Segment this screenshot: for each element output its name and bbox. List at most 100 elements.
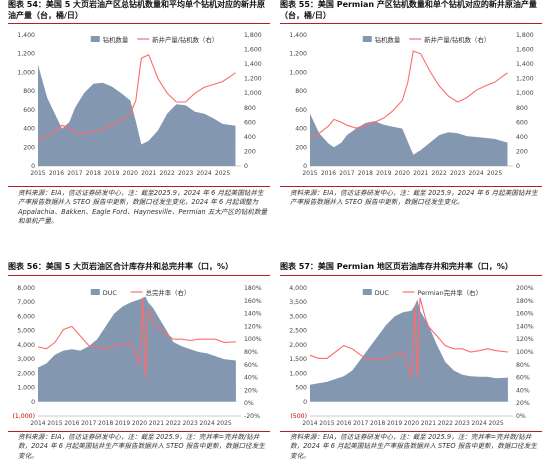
y-right-tick-label: 40% xyxy=(244,375,258,382)
y-left-tick-label: 3,500 xyxy=(289,299,307,306)
x-tick-label: 2016 xyxy=(321,170,336,177)
y-right-tick-label: -20% xyxy=(244,413,260,420)
x-tick-label: 2022 xyxy=(160,170,175,177)
title-rule xyxy=(8,275,270,276)
chart-title: 图表 57：美国 Permian 地区页岩油库存井和完井率（口，%） xyxy=(280,262,513,271)
x-tick-label: 2019 xyxy=(104,170,119,177)
y-right-tick-label: 1,400 xyxy=(516,61,534,68)
y-left-tick-label: 2,000 xyxy=(289,342,307,349)
line-series-新井产量/钻机数（右） xyxy=(37,53,236,142)
y-left-tick-label: 1,000 xyxy=(17,69,35,76)
x-tick-label: 2018 xyxy=(370,420,385,427)
y-right-tick-label: 160% xyxy=(244,298,262,305)
y-right-tick-label: 0 xyxy=(516,163,520,170)
y-left-tick-label: 400 xyxy=(23,126,35,133)
x-tick-label: 2023 xyxy=(183,420,198,427)
y-left-tick-label: 400 xyxy=(295,126,307,133)
legend-label: 新井产量/钻机数（右） xyxy=(152,35,218,44)
x-tick-label: 2022 xyxy=(166,420,181,427)
y-left-tick-label: (500) xyxy=(290,413,307,420)
x-tick-label: 2017 xyxy=(339,170,354,177)
y-right-tick-label: 100% xyxy=(516,349,534,356)
x-tick-label: 2016 xyxy=(336,420,351,427)
x-tick-label: 2021 xyxy=(149,420,164,427)
y-right-tick-label: 800 xyxy=(516,105,528,112)
y-right-tick-label: 400 xyxy=(244,134,256,141)
source-rule xyxy=(8,431,270,432)
x-tick-label: 2024 xyxy=(196,170,211,177)
x-tick-label: 2015 xyxy=(30,170,45,177)
y-left-tick-label: (1,000) xyxy=(12,413,35,420)
y-left-tick-label: 2,500 xyxy=(289,328,307,335)
x-tick-label: 2014 xyxy=(30,420,45,427)
y-right-tick-label: 200 xyxy=(516,148,528,155)
legend-label: Permian完井率（右） xyxy=(418,288,482,297)
y-right-tick-label: 60% xyxy=(244,362,258,369)
title-rule xyxy=(8,23,270,24)
y-right-tick-label: 0% xyxy=(516,413,526,420)
chart-svg: (1,000) 0 1,000 2,000 3,000 4,000 5,000 6,000 7,… xyxy=(12,285,262,427)
line-series-Permian完井率（右） xyxy=(309,297,508,378)
y-right-tick-label: 200% xyxy=(516,285,534,292)
source-note: 资料来源：EIA，信达证券研发中心，注：截至2025.9，2024 年 6 月起… xyxy=(18,189,268,226)
x-tick-label: 2024 xyxy=(472,420,487,427)
y-right-tick-label: 140% xyxy=(244,311,262,318)
y-left-tick-label: 1,400 xyxy=(17,32,35,39)
y-left-tick-label: 5,000 xyxy=(17,328,35,335)
y-right-tick-label: 60% xyxy=(516,375,530,382)
x-tick-label: 2015 xyxy=(319,420,334,427)
x-tick-label: 2020 xyxy=(395,170,410,177)
legend-label: 钻机数量 xyxy=(375,35,401,44)
y-right-tick-label: 80% xyxy=(244,349,258,356)
y-left-tick-label: 6,000 xyxy=(17,313,35,320)
y-left-tick-label: 2,000 xyxy=(17,370,35,377)
y-left-tick-label: 0 xyxy=(303,399,307,406)
y-left-tick-label: 800 xyxy=(23,88,35,95)
y-left-tick-label: 1,200 xyxy=(289,51,307,58)
y-right-tick-label: 80% xyxy=(516,362,530,369)
legend-swatch-area xyxy=(90,289,100,295)
y-left-tick-label: 500 xyxy=(295,385,307,392)
x-tick-label: 2018 xyxy=(86,170,101,177)
x-tick-label: 2016 xyxy=(64,420,79,427)
x-tick-label: 2021 xyxy=(413,170,428,177)
title-rule xyxy=(280,23,542,24)
y-right-tick-label: 800 xyxy=(244,105,256,112)
y-right-tick-label: 1,600 xyxy=(244,47,262,54)
x-tick-label: 2019 xyxy=(387,420,402,427)
legend-swatch-area xyxy=(90,36,100,42)
chart-svg: 0 200 400 600 800 1,000 1,200 1,400 0 200 400 600 80… xyxy=(17,32,262,177)
y-right-tick-label: 100% xyxy=(244,336,262,343)
line-series-新井产量/钻机数（右） xyxy=(309,50,508,139)
legend-label: 总完井率（右） xyxy=(146,288,191,297)
area-series-钻机数量 xyxy=(38,64,236,166)
x-tick-label: 2019 xyxy=(376,170,391,177)
legend-label: DUC xyxy=(375,289,390,297)
x-tick-label: 2025 xyxy=(216,420,231,427)
x-tick-label: 2020 xyxy=(123,170,138,177)
y-left-tick-label: 7,000 xyxy=(17,299,35,306)
y-left-tick-label: 1,400 xyxy=(289,32,307,39)
chart-title: 图表 55：美国 Permian 产区钻机数量和单个钻机对应的新井原油产量（台，… xyxy=(280,0,537,20)
y-right-tick-label: 1,000 xyxy=(244,90,262,97)
y-right-tick-label: 180% xyxy=(244,285,262,292)
x-tick-label: 2017 xyxy=(67,170,82,177)
x-tick-label: 2016 xyxy=(49,170,64,177)
y-right-tick-label: 180% xyxy=(516,298,534,305)
y-left-tick-label: 0 xyxy=(31,399,35,406)
x-tick-label: 2018 xyxy=(358,170,373,177)
y-right-tick-label: 20% xyxy=(516,400,530,407)
chart-svg: 0 200 400 600 800 1,000 1,200 1,400 0 200 400 600 80… xyxy=(289,32,534,177)
y-right-tick-label: 1,200 xyxy=(244,76,262,83)
x-tick-label: 2014 xyxy=(302,420,317,427)
x-tick-label: 2022 xyxy=(432,170,447,177)
x-tick-label: 2025 xyxy=(488,420,503,427)
x-tick-label: 2023 xyxy=(178,170,193,177)
y-right-tick-label: 600 xyxy=(244,119,256,126)
x-tick-label: 2017 xyxy=(81,420,96,427)
y-right-tick-label: 40% xyxy=(516,387,530,394)
x-tick-label: 2020 xyxy=(404,420,419,427)
x-tick-label: 2015 xyxy=(47,420,62,427)
x-tick-label: 2023 xyxy=(455,420,470,427)
chart-svg: (500) 0 500 1,000 1,500 2,000 2,500 3,000 3,500 4… xyxy=(289,285,534,427)
